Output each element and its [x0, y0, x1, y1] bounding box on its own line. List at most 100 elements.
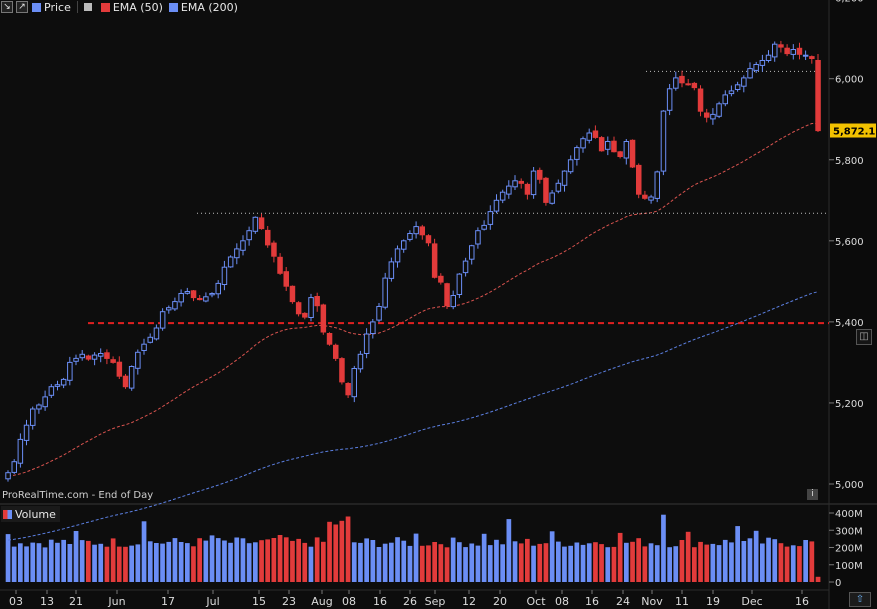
- volume-bar: [766, 537, 771, 582]
- candle: [91, 352, 98, 366]
- candle: [135, 349, 141, 375]
- last-price-label: 5,872.16: [833, 127, 877, 138]
- candle: [765, 50, 772, 63]
- volume-bar: [123, 546, 128, 582]
- candle: [444, 282, 450, 309]
- candle-body: [802, 54, 809, 57]
- candle: [413, 221, 419, 239]
- candle-body: [784, 47, 790, 55]
- volume-bar: [191, 546, 196, 582]
- zoom-out-icon[interactable]: ↘: [1, 1, 13, 13]
- ema50-legend-label[interactable]: EMA (50): [112, 0, 163, 14]
- volume-bar: [549, 531, 555, 582]
- candle-body: [555, 182, 562, 192]
- candle-body: [339, 358, 345, 383]
- volume-bar: [698, 541, 703, 582]
- candle: [128, 365, 135, 391]
- volume-bar: [178, 542, 184, 582]
- candle: [42, 390, 48, 411]
- menu-icon[interactable]: [83, 3, 92, 11]
- volume-bar: [104, 546, 110, 582]
- candle-body: [370, 321, 376, 334]
- candle-body: [401, 240, 407, 250]
- volume-bar: [314, 537, 320, 582]
- candle-body: [419, 226, 425, 236]
- volume-bar: [568, 545, 573, 582]
- volume-bar: [444, 547, 450, 582]
- candle: [438, 273, 444, 285]
- candle: [716, 101, 722, 119]
- volume-bar: [277, 535, 283, 582]
- candle-body: [147, 336, 153, 343]
- volume-bar: [215, 538, 221, 582]
- candle: [308, 293, 314, 322]
- candle-body: [734, 84, 741, 91]
- candle: [784, 44, 790, 57]
- candle-body: [778, 44, 784, 48]
- candle: [815, 54, 821, 132]
- candle: [543, 176, 549, 206]
- candle: [506, 180, 512, 199]
- time-tick-label: Dec: [741, 595, 762, 608]
- volume-bar: [351, 542, 357, 582]
- volume-bar: [735, 526, 740, 582]
- chart-settings-icon[interactable]: ◫: [856, 329, 872, 345]
- candle-body: [265, 229, 271, 246]
- zoom-in-icon[interactable]: ↗: [16, 1, 28, 13]
- candle: [388, 257, 395, 282]
- candle-body: [141, 343, 147, 352]
- volume-bar: [296, 538, 301, 582]
- candle-body: [654, 171, 660, 199]
- candle: [499, 189, 506, 204]
- candle: [469, 244, 475, 265]
- price-tick-label: 5,600: [835, 237, 864, 248]
- candle: [221, 260, 228, 291]
- candle-body: [815, 60, 821, 132]
- time-tick-label: 08: [555, 595, 569, 608]
- candle-body: [30, 408, 36, 426]
- candle-body: [382, 277, 388, 308]
- volume-bar: [358, 542, 363, 582]
- source-label: ProRealTime.com - End of Day: [2, 490, 154, 501]
- candle-body: [326, 333, 333, 345]
- candle-body: [42, 396, 48, 408]
- candle-body: [240, 240, 246, 251]
- volume-bar: [710, 543, 716, 582]
- volume-bar: [197, 538, 202, 582]
- candle-body: [549, 192, 555, 204]
- candle: [512, 175, 518, 190]
- price-swatch-icon: [32, 2, 41, 12]
- candle: [642, 190, 648, 200]
- volume-bar: [654, 545, 660, 582]
- volume-bar: [450, 537, 456, 582]
- candle: [629, 139, 636, 168]
- candle-body: [586, 132, 592, 141]
- candle-body: [456, 273, 463, 296]
- candle: [17, 433, 24, 468]
- volume-bar: [469, 543, 475, 582]
- volume-bar: [141, 521, 147, 582]
- info-icon[interactable]: i: [807, 489, 818, 500]
- ema-50-path: [7, 122, 819, 477]
- price-legend-label[interactable]: Price: [44, 0, 71, 14]
- volume-tick-label: 300M: [835, 526, 863, 537]
- time-tick-label: Jun: [107, 595, 125, 608]
- ema200-legend-label[interactable]: EMA (200): [180, 0, 238, 14]
- time-tick-label: 26: [403, 595, 417, 608]
- volume-bar: [586, 543, 592, 582]
- volume-bar: [747, 538, 753, 582]
- candle: [394, 245, 401, 268]
- candle-body: [611, 140, 617, 153]
- volume-bar: [438, 544, 444, 582]
- candle: [759, 54, 766, 72]
- time-tick-label: 03: [9, 595, 23, 608]
- volume-bar: [327, 521, 332, 582]
- volume-bar: [685, 531, 691, 582]
- price-candles: [5, 40, 821, 482]
- candle-body: [234, 248, 240, 259]
- candle-body: [17, 438, 24, 464]
- candle-body: [499, 191, 506, 201]
- candle-body: [617, 151, 623, 158]
- volume-bar: [506, 519, 512, 582]
- scroll-up-icon[interactable]: ⇧: [849, 592, 871, 607]
